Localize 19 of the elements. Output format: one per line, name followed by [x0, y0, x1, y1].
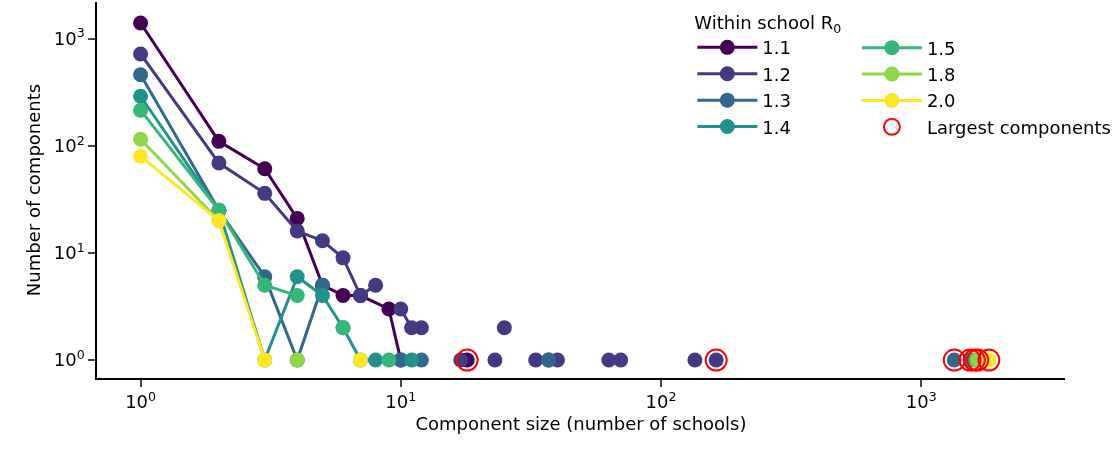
y-axis-title: Number of components	[23, 83, 45, 297]
y-tick-label: 10$^{0}$	[53, 346, 85, 371]
legend-label: 1.5	[926, 37, 956, 59]
legend-label: 1.1	[762, 37, 791, 59]
legend-label: 1.3	[762, 90, 791, 112]
legend-title: Within school R$_{0}$	[694, 12, 842, 36]
x-tick-label: 10$^{1}$	[385, 388, 417, 413]
x-tick-label: 10$^{0}$	[125, 388, 157, 413]
x-axis-title: Component size (number of schools)	[415, 412, 747, 434]
y-tick-label: 10$^{3}$	[53, 25, 85, 49]
x-tick-label: 10$^{3}$	[905, 388, 937, 413]
y-tick-label: 10$^{1}$	[53, 239, 85, 264]
x-tick-label: 10$^{2}$	[645, 388, 677, 413]
legend-label: Largest components	[926, 116, 1111, 138]
legend-label: 1.2	[762, 63, 791, 85]
legend-label: 1.8	[926, 64, 956, 86]
legend-label: 1.4	[762, 116, 791, 138]
y-tick-label: 10$^{2}$	[53, 132, 85, 157]
legend-label: 2.0	[926, 90, 956, 112]
